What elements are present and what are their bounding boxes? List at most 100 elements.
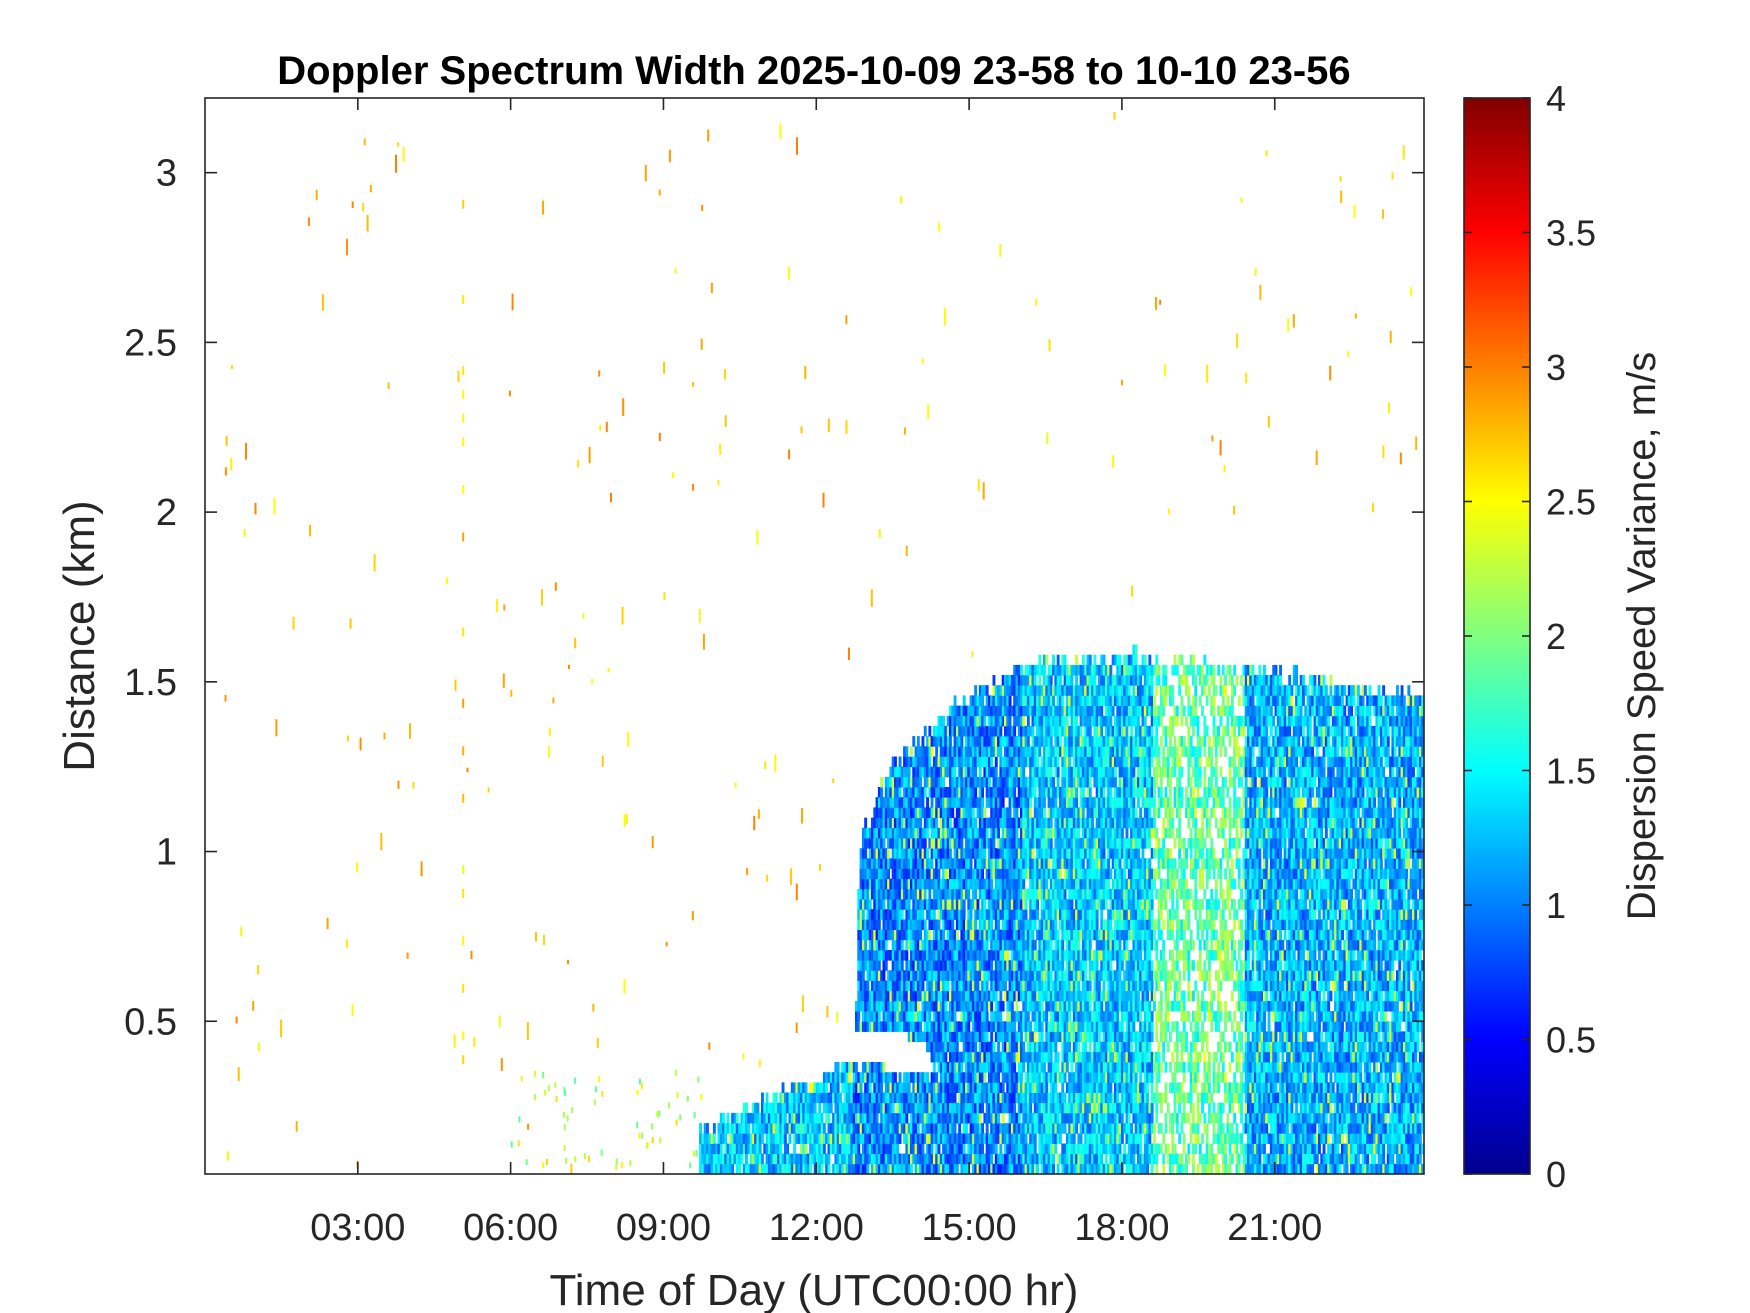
heatmap-cell	[1052, 868, 1055, 880]
heatmap-cell	[1020, 868, 1023, 880]
heatmap-cell	[1077, 868, 1081, 880]
heatmap-cell	[942, 715, 945, 727]
heatmap-cell	[747, 1163, 751, 1174]
heatmap-cell	[1049, 797, 1053, 808]
heatmap-cell	[914, 899, 918, 910]
heatmap-cell	[1024, 858, 1028, 869]
heatmap-cell	[751, 1133, 755, 1144]
heatmap-cell	[818, 1102, 822, 1114]
heatmap-cell	[965, 736, 968, 747]
heatmap-cell	[726, 1163, 730, 1174]
heatmap-cell	[1015, 736, 1019, 747]
heatmap-cell	[976, 960, 980, 971]
heatmap-cell	[1086, 675, 1090, 686]
heatmap-cell	[1068, 1092, 1072, 1104]
heatmap-cell	[997, 817, 1000, 829]
heatmap-cell	[1038, 929, 1042, 941]
heatmap-cell	[866, 1082, 870, 1093]
heatmap-cell	[1008, 725, 1012, 737]
heatmap-cell	[802, 1102, 806, 1114]
heatmap-cell	[997, 827, 1000, 839]
heatmap-cell	[774, 1123, 778, 1134]
heatmap-cell	[1088, 1163, 1092, 1174]
heatmap-cell	[712, 1133, 716, 1144]
heatmap-cell	[1049, 1031, 1053, 1042]
heatmap-cell	[981, 1000, 984, 1012]
heatmap-cell	[1088, 1072, 1092, 1083]
heatmap-cell	[949, 807, 952, 818]
heatmap-cell	[1077, 695, 1081, 706]
heatmap-cell	[1100, 675, 1104, 686]
heatmap-cell	[841, 1062, 845, 1073]
heatmap-cell	[788, 1123, 792, 1134]
heatmap-cell	[1020, 1153, 1023, 1165]
heatmap-cell	[1070, 807, 1074, 818]
heatmap-cell	[839, 1072, 842, 1083]
heatmap-cell	[1072, 797, 1076, 808]
heatmap-cell	[1038, 919, 1042, 930]
heatmap-cell	[960, 776, 964, 788]
heatmap-cell	[1001, 1082, 1005, 1093]
heatmap-cell	[985, 960, 989, 971]
heatmap-cell	[1100, 746, 1104, 757]
heatmap-cell	[1056, 1021, 1060, 1032]
heatmap-cell	[978, 960, 982, 971]
heatmap-cell	[994, 919, 998, 930]
heatmap-cell	[1017, 1041, 1021, 1053]
heatmap-cell	[1047, 980, 1051, 992]
heatmap-cell	[1065, 950, 1069, 961]
heatmap-cell	[873, 868, 877, 880]
heatmap-cell	[875, 858, 879, 869]
heatmap-cell	[919, 807, 923, 818]
heatmap-cell	[756, 1102, 760, 1114]
heatmap-cell	[921, 746, 925, 757]
heatmap-cell	[1100, 970, 1104, 981]
heatmap-cell	[923, 970, 927, 981]
heatmap-cell	[1084, 1041, 1088, 1053]
heatmap-cell	[1015, 664, 1019, 676]
heatmap-cell	[1056, 654, 1060, 666]
heatmap-cell	[703, 1163, 707, 1174]
heatmap-cell	[1052, 1021, 1055, 1032]
heatmap-cell	[1072, 858, 1076, 869]
heatmap-cell	[756, 1133, 760, 1144]
heatmap-cell	[997, 980, 1000, 992]
heatmap-cell	[976, 858, 980, 869]
heatmap-cell	[779, 1092, 783, 1104]
heatmap-cell	[999, 980, 1003, 992]
heatmap-cell	[914, 797, 918, 808]
heatmap-cell	[1047, 838, 1051, 849]
heatmap-cell	[1088, 1051, 1092, 1063]
heatmap-cell	[910, 746, 913, 757]
heatmap-cell	[1052, 929, 1055, 941]
heatmap-cell	[953, 929, 957, 941]
heatmap-cell	[1033, 756, 1037, 768]
heatmap-cell	[905, 1163, 909, 1174]
heatmap-cell	[916, 807, 920, 818]
heatmap-cell	[1095, 909, 1099, 920]
heatmap-cell	[910, 909, 913, 920]
heatmap-cell	[1040, 807, 1044, 818]
heatmap-cell	[699, 1143, 702, 1155]
heatmap-cell	[724, 1133, 728, 1144]
heatmap-cell	[857, 919, 861, 930]
heatmap-cell	[1040, 1051, 1044, 1063]
heatmap-cell	[1038, 1011, 1042, 1022]
heatmap-cell	[930, 1051, 934, 1063]
heatmap-cell	[1038, 939, 1042, 951]
heatmap-cell	[825, 1163, 829, 1174]
heatmap-cell	[965, 1062, 968, 1073]
heatmap-cell	[978, 939, 982, 951]
heatmap-cell	[1015, 980, 1019, 992]
heatmap-cell	[1008, 848, 1012, 859]
heatmap-cell	[997, 695, 1000, 706]
heatmap-cell	[1072, 807, 1076, 818]
heatmap-cell	[928, 1021, 932, 1032]
heatmap-cell	[942, 899, 945, 910]
heatmap-cell	[955, 817, 959, 829]
heatmap-cell	[877, 960, 881, 971]
heatmap-cell	[994, 776, 998, 788]
heatmap-cell	[1038, 1072, 1042, 1083]
heatmap-cell	[1088, 736, 1092, 747]
heatmap-cell	[1033, 1072, 1037, 1083]
